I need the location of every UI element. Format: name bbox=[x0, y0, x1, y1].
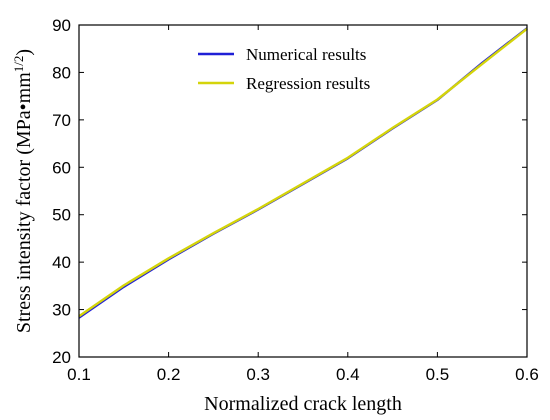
x-tick-label: 0.6 bbox=[515, 365, 539, 384]
y-tick-label: 70 bbox=[52, 111, 71, 130]
x-tick-label: 0.2 bbox=[157, 365, 181, 384]
legend: Numerical results Regression results bbox=[198, 45, 370, 93]
x-tick-label: 0.4 bbox=[336, 365, 360, 384]
series-line-2 bbox=[78, 27, 528, 318]
y-tick-label: 80 bbox=[52, 63, 71, 82]
y-tick-label: 20 bbox=[52, 348, 71, 367]
legend-label: Numerical results bbox=[246, 45, 366, 64]
y-axis-title: Stress intensity factor (MPa•mm1/2) bbox=[11, 49, 36, 333]
legend-label: Regression results bbox=[246, 74, 370, 93]
series-line-1 bbox=[78, 27, 528, 319]
plot-frame bbox=[78, 24, 528, 358]
y-tick-label: 90 bbox=[52, 16, 71, 35]
y-tick-label: 50 bbox=[52, 206, 71, 225]
axis-ticks: 0.1 0.2 0.3 0.4 0.5 0.6 20 30 40 50 60 70 80 90 bbox=[52, 16, 539, 384]
y-axis-title-superscript: 1/2 bbox=[11, 56, 26, 73]
y-tick-label: 30 bbox=[52, 301, 71, 320]
x-tick-label: 0.3 bbox=[246, 365, 270, 384]
series-lines bbox=[78, 27, 528, 319]
y-axis-title-main: Stress intensity factor (MPa•mm bbox=[13, 72, 35, 333]
y-axis-title-close: ) bbox=[13, 49, 35, 56]
y-tick-label: 40 bbox=[52, 253, 71, 272]
x-tick-label: 0.5 bbox=[426, 365, 450, 384]
x-tick-label: 0.1 bbox=[67, 365, 91, 384]
y-tick-label: 60 bbox=[52, 158, 71, 177]
x-axis-title: Normalized crack length bbox=[204, 393, 402, 415]
